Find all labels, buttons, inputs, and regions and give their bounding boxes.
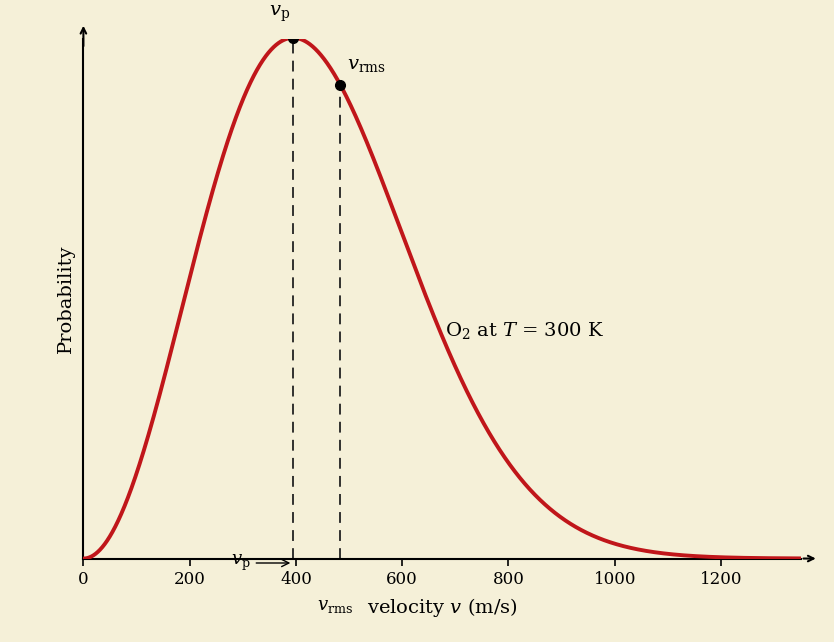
Text: O$_2$ at $T$ = 300 K: O$_2$ at $T$ = 300 K bbox=[445, 320, 604, 341]
Text: $v_\mathrm{rms}$: $v_\mathrm{rms}$ bbox=[347, 56, 385, 74]
Text: $v_\mathrm{p}$: $v_\mathrm{p}$ bbox=[231, 553, 289, 573]
X-axis label: velocity $v$ (m/s): velocity $v$ (m/s) bbox=[367, 596, 517, 620]
Y-axis label: Probability: Probability bbox=[57, 244, 75, 353]
Text: $v_\mathrm{p}$: $v_\mathrm{p}$ bbox=[269, 4, 290, 24]
Text: $v_\mathrm{rms}$: $v_\mathrm{rms}$ bbox=[317, 597, 353, 615]
